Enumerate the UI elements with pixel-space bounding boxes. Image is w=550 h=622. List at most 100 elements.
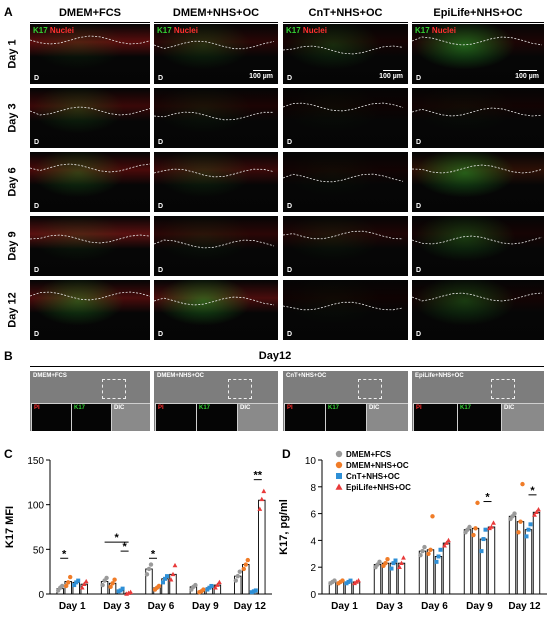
x-tick-label: Day 9 bbox=[466, 601, 493, 612]
dashed-boundary bbox=[30, 106, 150, 116]
x-tick-label: Day 6 bbox=[148, 601, 175, 612]
data-point bbox=[213, 585, 218, 590]
data-point bbox=[438, 547, 443, 552]
column-divider-line bbox=[154, 22, 278, 23]
data-point bbox=[393, 558, 398, 563]
stain-legend: K17 Nuclei bbox=[286, 26, 327, 35]
day12-panel-label: CnT+NHS+OC bbox=[286, 373, 327, 379]
inset-k17: K17 bbox=[457, 403, 502, 431]
dermis-label: D bbox=[416, 203, 422, 210]
data-point bbox=[156, 583, 162, 589]
y-tick-label: 0 bbox=[310, 590, 316, 601]
legend-marker bbox=[336, 473, 342, 479]
data-point bbox=[442, 543, 447, 548]
dermis-label: D bbox=[158, 75, 164, 82]
inset-pi: PI bbox=[155, 403, 200, 431]
data-point bbox=[430, 514, 435, 519]
data-point bbox=[473, 526, 478, 531]
stain-legend: K17 Nuclei bbox=[33, 26, 74, 35]
panel-d-letter: D bbox=[282, 447, 291, 461]
dermis-boundary-line bbox=[412, 36, 543, 46]
bar bbox=[442, 542, 451, 595]
data-point bbox=[120, 586, 125, 591]
dermis-boundary-line bbox=[154, 296, 275, 306]
zoom-region-box bbox=[102, 379, 126, 399]
data-point bbox=[356, 578, 361, 583]
data-point bbox=[401, 555, 406, 560]
dermis-label: D bbox=[158, 139, 164, 146]
row-label-day-3: Day 3 bbox=[7, 103, 20, 133]
panel-b-title: Day12 bbox=[258, 350, 292, 362]
micrograph-cnt-nhs-oc-day-1: D K17 Nuclei 100 µm bbox=[283, 24, 408, 84]
micrograph-dmem-fcs-day-6: D bbox=[30, 152, 150, 212]
significance-label: * bbox=[114, 532, 119, 544]
column-divider-line bbox=[30, 22, 150, 23]
row-label-day-9: Day 9 bbox=[7, 231, 20, 261]
data-point bbox=[389, 566, 394, 571]
bar bbox=[426, 549, 435, 595]
data-point bbox=[428, 547, 433, 552]
legend-marker bbox=[335, 461, 343, 469]
dermis-boundary-line bbox=[30, 163, 150, 173]
data-point bbox=[104, 575, 109, 581]
bar bbox=[169, 573, 177, 595]
dermis-boundary-line bbox=[283, 230, 404, 240]
y-tick-label: 2 bbox=[310, 563, 316, 574]
dermis-label: D bbox=[287, 203, 293, 210]
inset-label: DIC bbox=[504, 405, 515, 411]
inset-k17: K17 bbox=[71, 403, 116, 431]
micrograph-epilife-nhs-oc-day-1: D K17 Nuclei 100 µm bbox=[412, 24, 544, 84]
row-label-day-1: Day 1 bbox=[7, 39, 20, 69]
stain-legend: K17 Nuclei bbox=[415, 26, 456, 35]
data-point bbox=[66, 580, 71, 585]
x-tick-label: Day 12 bbox=[234, 601, 267, 612]
stain-k17-label: K17 bbox=[286, 26, 301, 35]
inset-pi: PI bbox=[31, 403, 76, 431]
data-point bbox=[512, 511, 517, 516]
dermis-label: D bbox=[158, 203, 164, 210]
bar bbox=[418, 550, 427, 595]
dashed-boundary bbox=[30, 35, 150, 45]
data-point bbox=[245, 557, 250, 563]
dashed-boundary bbox=[412, 107, 543, 117]
day12-panel-label: DMEM+NHS+OC bbox=[157, 373, 205, 379]
dermis-label: D bbox=[158, 267, 164, 274]
dashed-boundary bbox=[154, 168, 275, 178]
data-point bbox=[253, 588, 258, 593]
y-axis-label: K17 MFI bbox=[4, 506, 16, 548]
data-point bbox=[518, 519, 523, 524]
inset-dic: DIC bbox=[501, 403, 544, 431]
data-point bbox=[420, 548, 425, 554]
dermis-boundary-line bbox=[30, 35, 150, 45]
data-point bbox=[385, 556, 390, 562]
data-point bbox=[161, 580, 165, 585]
panel-b-title-line bbox=[30, 366, 544, 367]
inset-dic: DIC bbox=[111, 403, 150, 431]
micrograph-dmem-nhs-oc-day-3: D bbox=[154, 88, 278, 148]
dermis-label: D bbox=[416, 331, 422, 338]
stain-k17-label: K17 bbox=[157, 26, 172, 35]
dashed-boundary bbox=[154, 296, 275, 306]
micrograph-dmem-nhs-oc-day-12: D bbox=[154, 280, 278, 340]
dermis-boundary-line bbox=[30, 234, 150, 244]
data-point bbox=[479, 549, 484, 554]
data-point bbox=[235, 573, 240, 579]
data-point bbox=[426, 551, 431, 556]
panel-c-letter: C bbox=[4, 447, 13, 461]
day12-composite-dmem-nhs-oc: DMEM+NHS+OC PI K17 DIC bbox=[154, 371, 278, 431]
data-point bbox=[489, 524, 494, 529]
data-point bbox=[243, 562, 248, 567]
data-point bbox=[237, 569, 242, 574]
inset-k17: K17 bbox=[325, 403, 370, 431]
dashed-boundary bbox=[283, 102, 404, 112]
significance-label: * bbox=[485, 492, 490, 504]
scale-bar-line bbox=[253, 70, 271, 71]
y-axis-label: K17, pg/ml bbox=[278, 499, 290, 555]
inset-dic: DIC bbox=[237, 403, 278, 431]
x-tick-label: Day 6 bbox=[421, 601, 448, 612]
data-point bbox=[418, 552, 423, 558]
inset-pi: PI bbox=[284, 403, 329, 431]
data-point bbox=[60, 583, 65, 589]
legend-marker bbox=[335, 483, 343, 490]
dermis-boundary-line bbox=[154, 40, 275, 50]
